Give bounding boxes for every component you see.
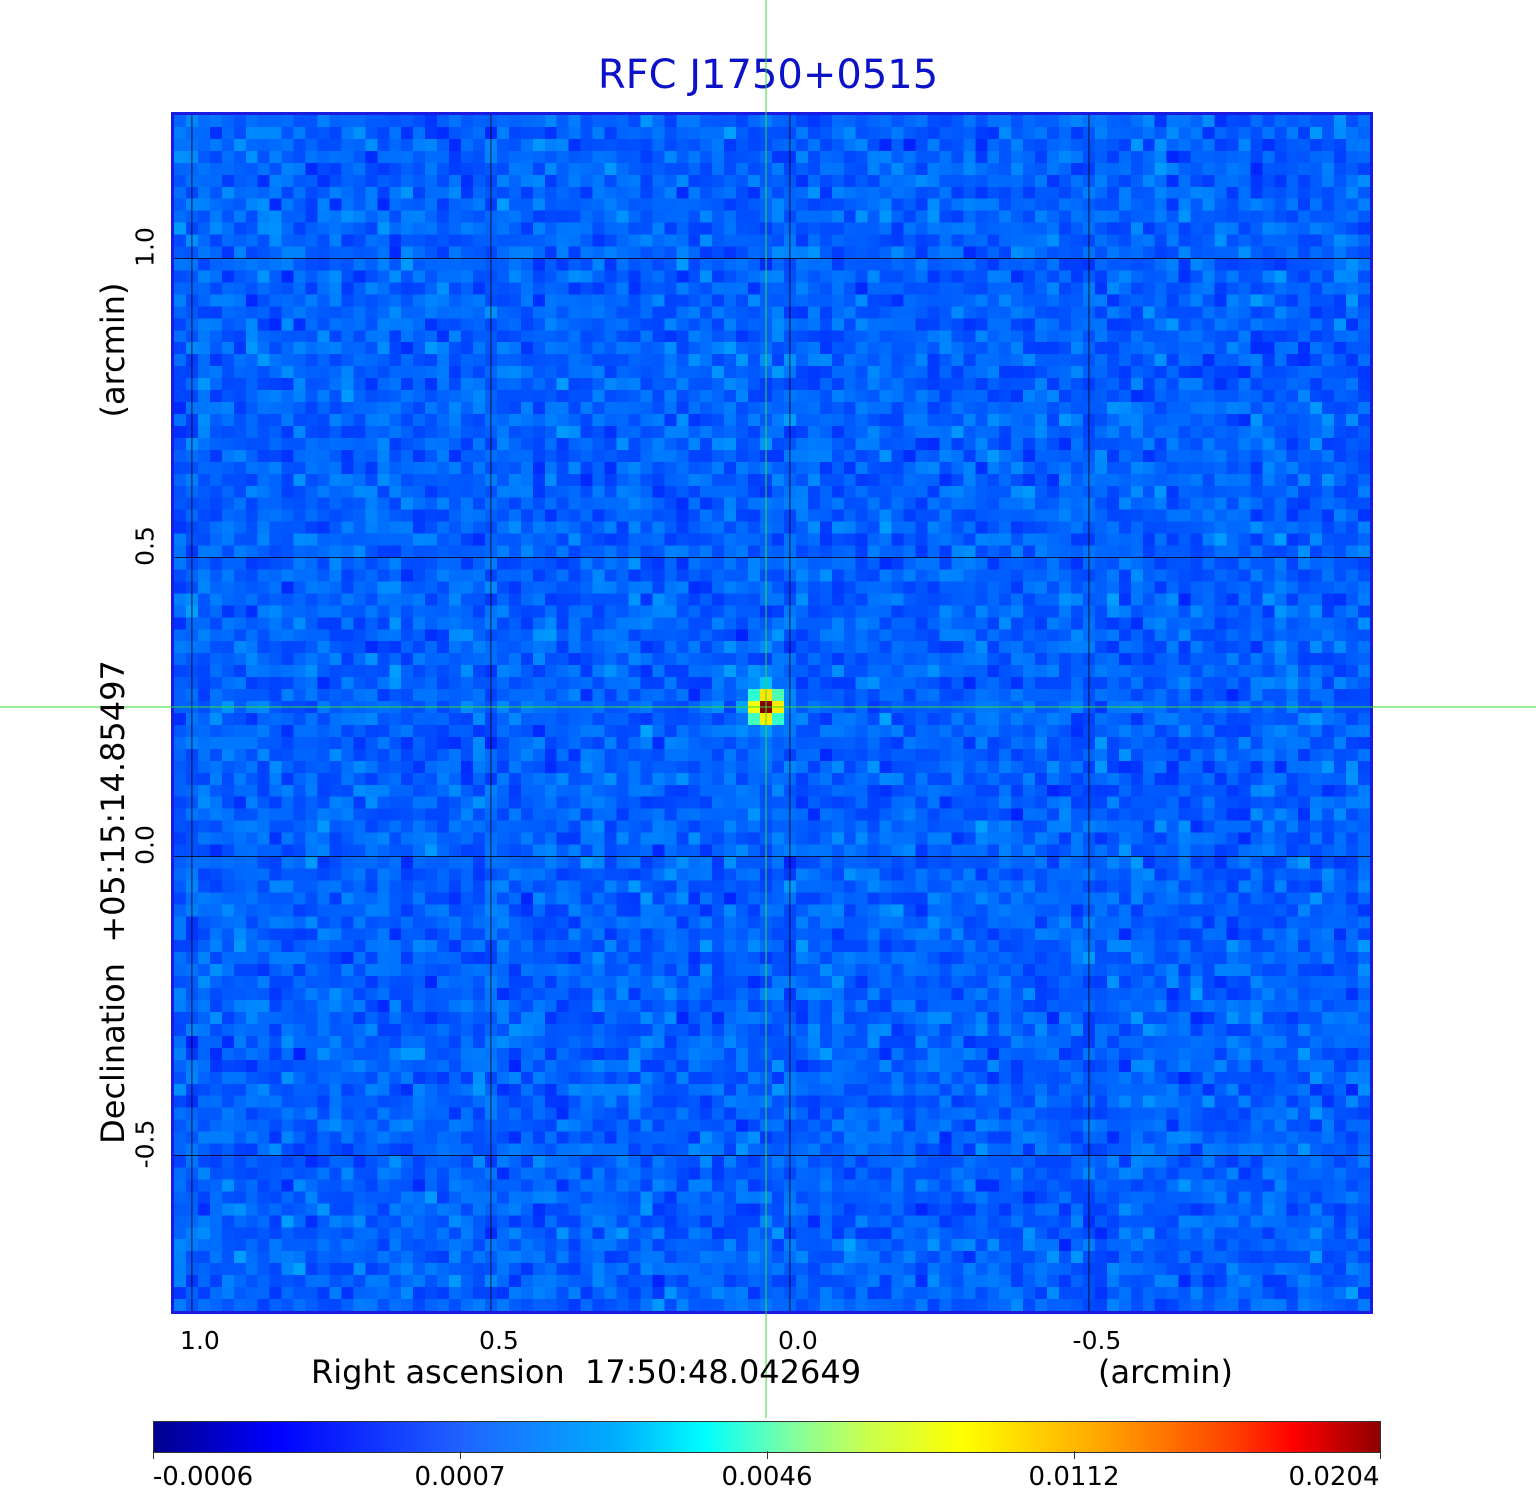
- x-tick-label: 0.5: [479, 1326, 519, 1355]
- colorbar-tick: [460, 1451, 461, 1459]
- plot-area: [171, 112, 1373, 1314]
- y-tick-label: 0.0: [130, 824, 160, 865]
- y-tick-label: -0.5: [130, 1119, 160, 1168]
- colorbar-tick: [1380, 1451, 1381, 1459]
- colorbar-tick: [153, 1451, 154, 1459]
- image-raster: [174, 115, 1370, 1311]
- colorbar-tick-label: 0.0112: [1028, 1462, 1120, 1492]
- y-axis-label: Declination +05:15:14.85497: [94, 660, 132, 1144]
- colorbar: [153, 1421, 1381, 1453]
- y-tick-label: 1.0: [130, 226, 160, 267]
- y-axis-unit: (arcmin): [94, 282, 132, 418]
- colorbar-tick-label: -0.0006: [152, 1462, 254, 1492]
- chart-title: RFC J1750+0515: [597, 52, 939, 98]
- colorbar-tick-label: 0.0204: [1288, 1462, 1380, 1492]
- colorbar-tick: [767, 1451, 768, 1459]
- x-axis-unit: (arcmin): [1098, 1353, 1233, 1391]
- x-tick-label: 0.0: [778, 1326, 818, 1355]
- y-tick-label: 0.5: [130, 525, 160, 566]
- colorbar-tick-label: 0.0007: [414, 1462, 506, 1492]
- x-tick-label: -0.5: [1072, 1326, 1122, 1355]
- colorbar-tick-label: 0.0046: [721, 1462, 813, 1492]
- colorbar-tick: [1074, 1451, 1075, 1459]
- x-tick-label: 1.0: [180, 1326, 220, 1355]
- x-axis-label: Right ascension 17:50:48.042649: [311, 1353, 862, 1391]
